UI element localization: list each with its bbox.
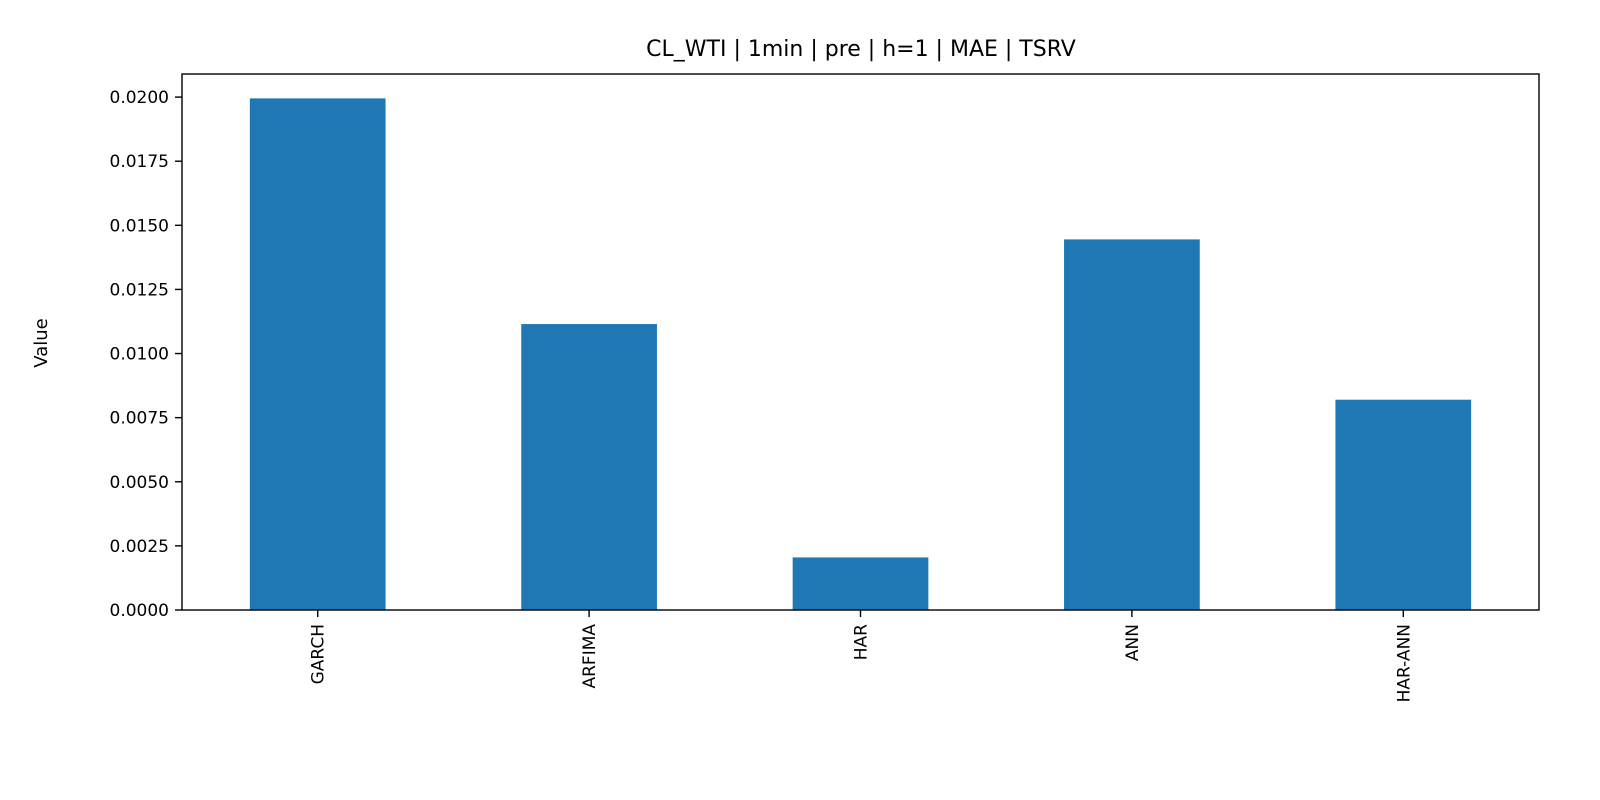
chart-title: CL_WTI | 1min | pre | h=1 | MAE | TSRV: [646, 37, 1076, 62]
y-tick-label: 0.0075: [110, 409, 169, 429]
y-tick-label: 0.0025: [110, 537, 169, 557]
y-axis-label: Value: [31, 318, 52, 367]
y-tick-label: 0.0175: [110, 152, 169, 172]
bar-garch: [249, 98, 386, 610]
bar-arfima: [521, 324, 657, 610]
bars-group: [249, 98, 1472, 611]
x-tick-label: GARCH: [309, 624, 329, 684]
y-tick-label: 0.0000: [110, 601, 169, 621]
x-axis-ticks: GARCH ARFIMA HAR ANN HAR-ANN: [309, 610, 1414, 702]
x-tick-label: HAR: [852, 624, 872, 660]
y-tick-label: 0.0125: [110, 280, 169, 300]
bar-har-ann: [1335, 399, 1472, 610]
y-tick-label: 0.0150: [110, 216, 169, 236]
x-tick-label: HAR-ANN: [1394, 624, 1414, 702]
y-tick-label: 0.0200: [110, 88, 169, 108]
x-tick-label: ANN: [1123, 624, 1143, 661]
bar-ann: [1064, 239, 1200, 611]
y-axis-ticks: 0.0000 0.0025 0.0050 0.0075 0.0100 0.0125 0.01…: [110, 88, 182, 621]
x-tick-label: ARFIMA: [580, 624, 600, 689]
bar-har: [792, 557, 929, 610]
y-tick-label: 0.0050: [110, 473, 169, 493]
plot-frame: [181, 73, 1540, 611]
y-tick-label: 0.0100: [110, 345, 169, 365]
